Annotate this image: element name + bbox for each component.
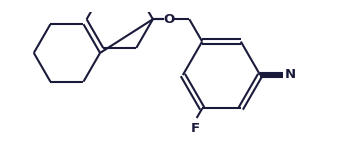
Text: O: O — [164, 13, 175, 26]
Text: N: N — [284, 69, 296, 81]
Text: F: F — [191, 122, 200, 135]
